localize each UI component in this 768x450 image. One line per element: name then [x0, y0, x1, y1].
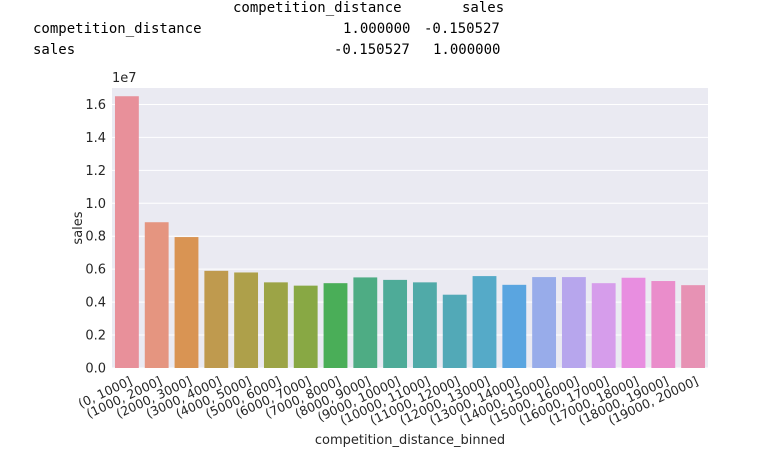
bar — [472, 276, 497, 368]
y-tick-label: 0.6 — [85, 263, 106, 278]
bar — [532, 277, 557, 368]
corr-header-competition-distance: competition_distance — [233, 0, 402, 16]
y-tick-label: 0.8 — [85, 230, 106, 245]
corr-cell: -0.150527 — [424, 21, 500, 37]
bar — [353, 277, 378, 368]
bar — [114, 96, 139, 368]
bar — [651, 281, 676, 368]
bar — [293, 285, 318, 368]
corr-cell: 1.000000 — [343, 21, 411, 37]
bar — [412, 282, 437, 368]
x-axis-title: competition_distance_binned — [315, 433, 505, 448]
corr-cell: -0.150527 — [334, 42, 410, 58]
corr-cell: 1.000000 — [433, 42, 501, 58]
corr-row-label-competition-distance: competition_distance — [33, 21, 202, 37]
bar — [561, 277, 586, 368]
y-tick-label: 1.0 — [85, 197, 106, 212]
bar — [323, 283, 348, 368]
bar — [502, 284, 527, 368]
y-tick-label: 0.4 — [85, 296, 106, 311]
bar — [383, 279, 408, 368]
y-tick-label: 1.4 — [85, 131, 106, 146]
bar — [681, 285, 706, 368]
corr-row-label-sales: sales — [33, 42, 76, 58]
bar — [442, 294, 467, 368]
y-tick-label: 1.2 — [85, 164, 106, 179]
y-axis-title: sales — [71, 211, 86, 244]
corr-header-sales: sales — [462, 0, 505, 16]
bar — [234, 272, 259, 368]
y-scale-label: 1e7 — [112, 71, 137, 86]
bar — [263, 282, 288, 368]
y-tick-label: 0.2 — [85, 329, 106, 344]
bar — [174, 237, 199, 368]
bar — [144, 222, 169, 368]
y-tick-label: 1.6 — [85, 98, 106, 113]
bar — [591, 283, 616, 368]
plot-area — [112, 88, 708, 368]
bar — [204, 270, 229, 368]
bar — [621, 277, 646, 368]
y-tick-label: 0.0 — [85, 362, 106, 377]
